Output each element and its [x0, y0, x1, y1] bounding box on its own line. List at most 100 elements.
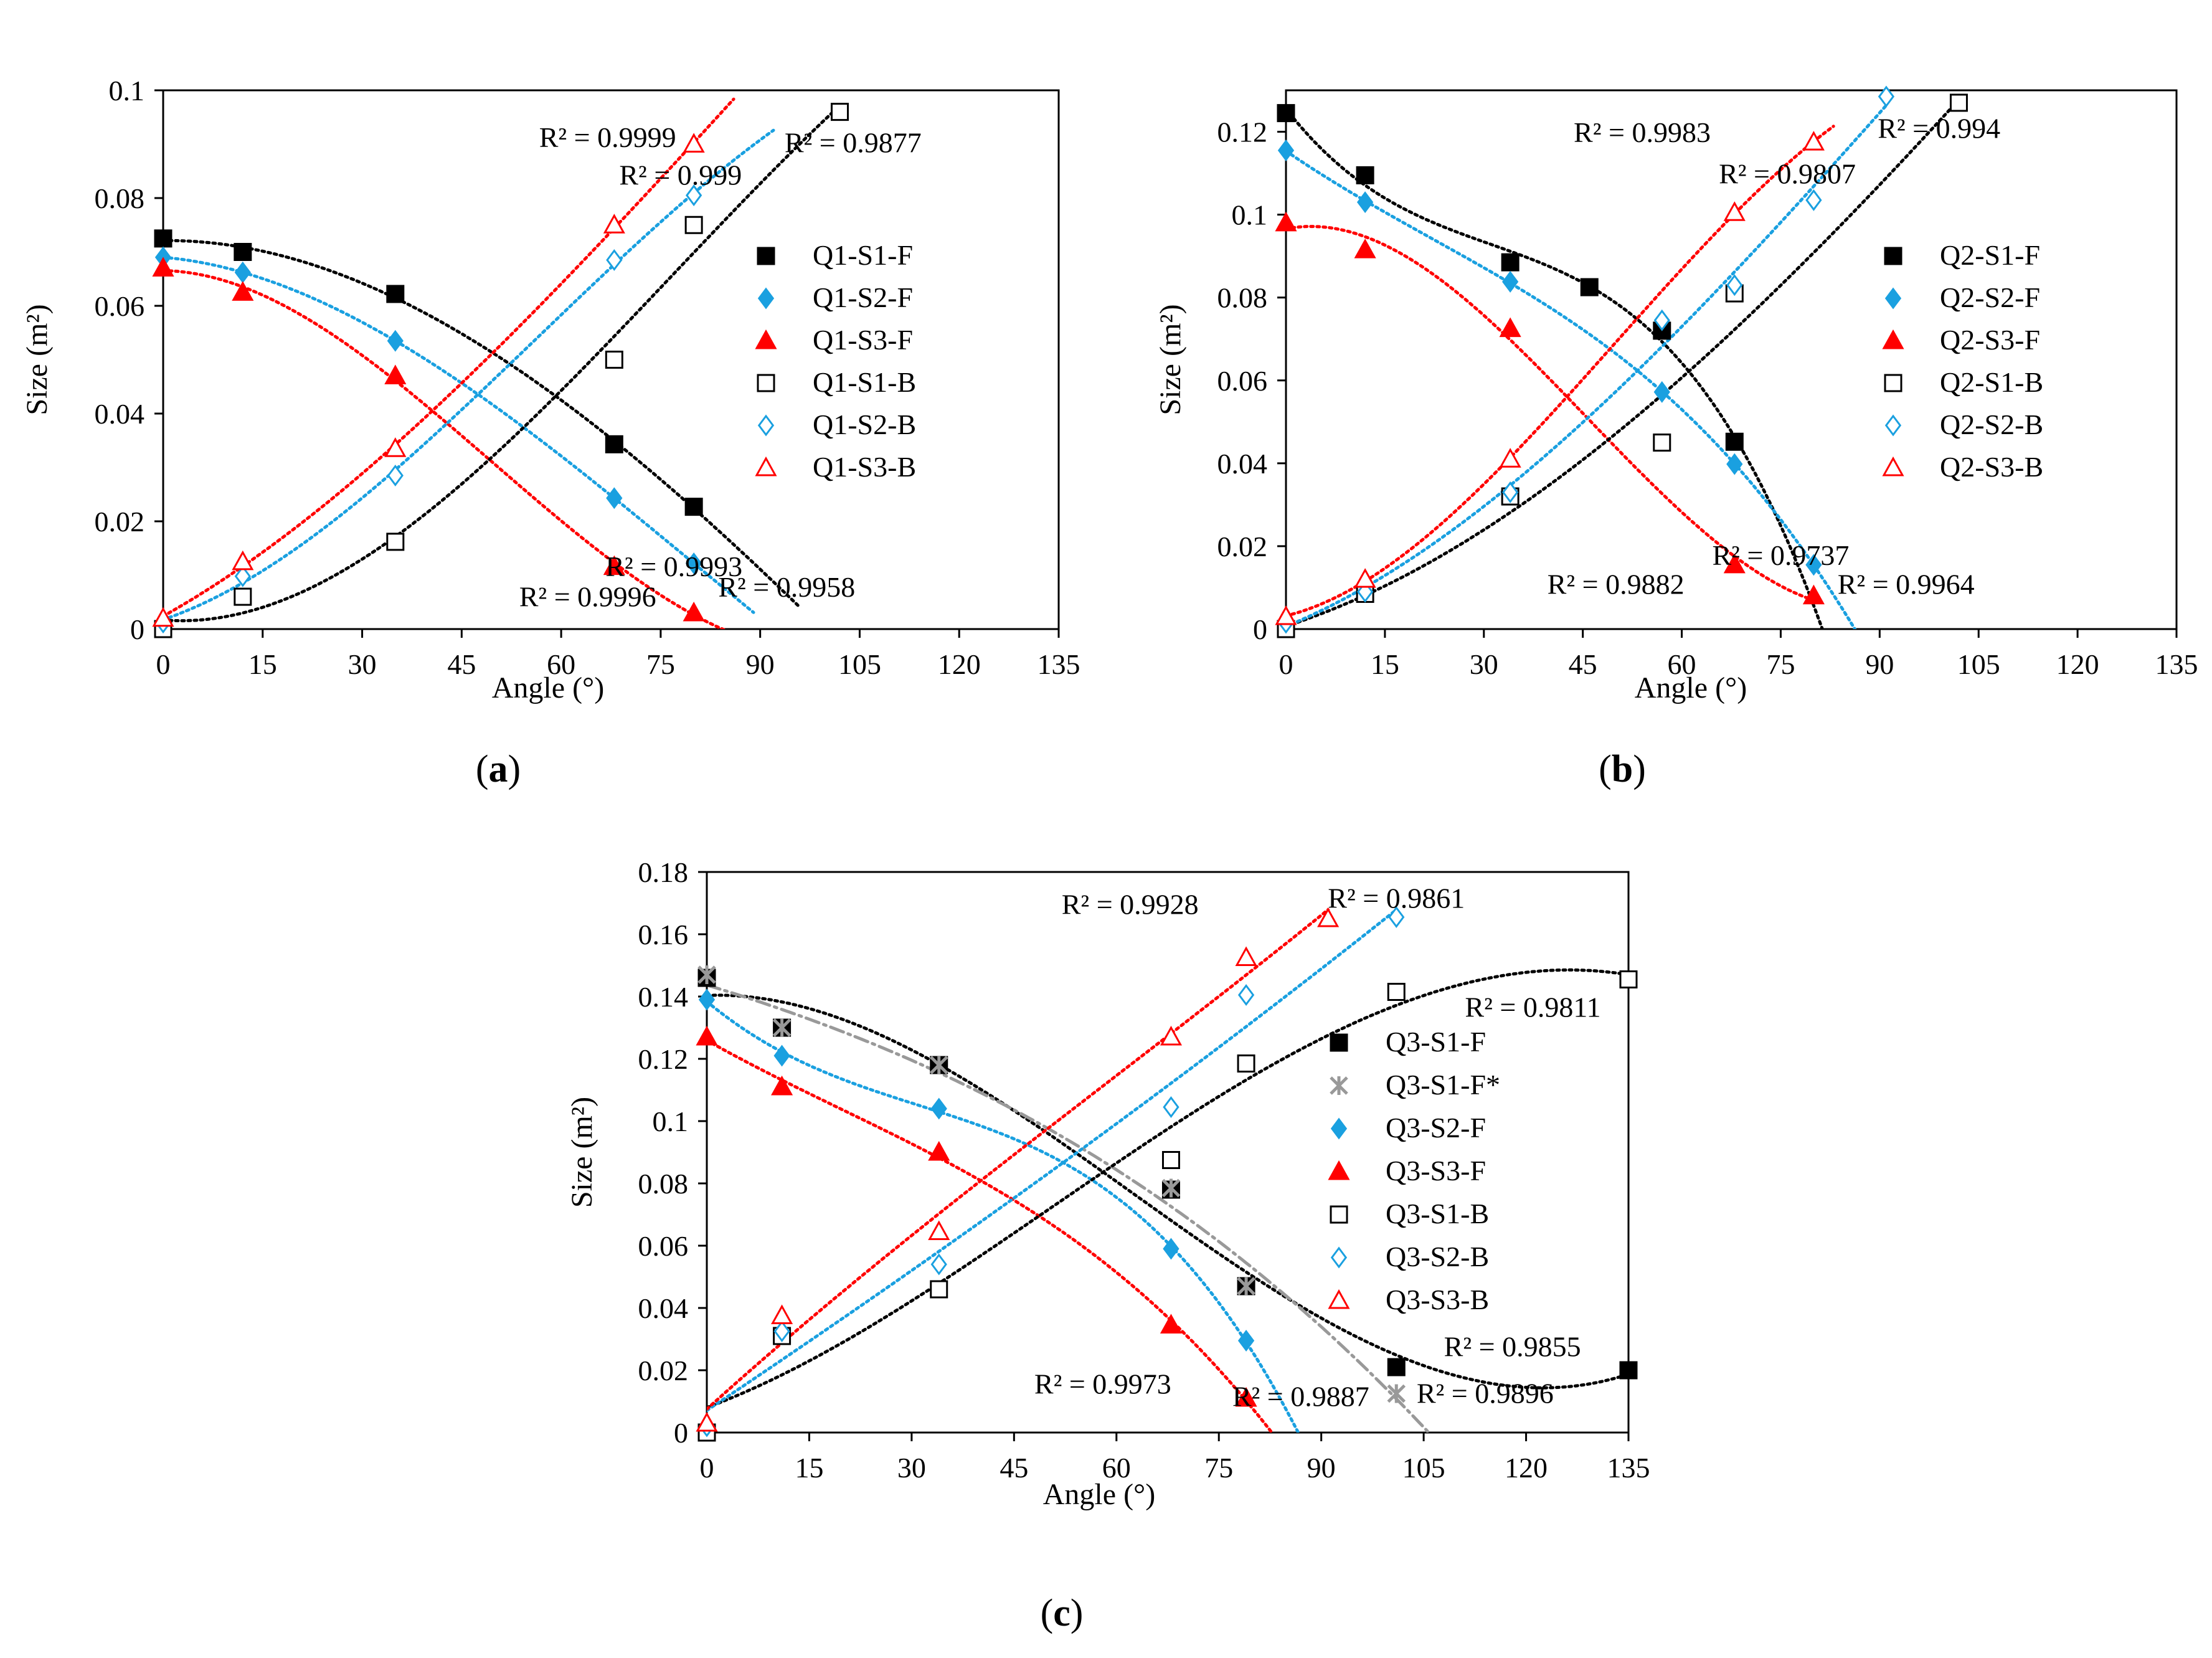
data-point-q2-s2-b — [1878, 85, 1895, 108]
data-point-q2-s2-f — [1726, 453, 1743, 475]
data-point-q2-s3-b — [1275, 605, 1297, 625]
data-point-q2-s3-f — [1723, 553, 1746, 574]
data-point-q2-s1-b — [1949, 93, 1968, 112]
data-point-q3-s2-b — [1163, 1096, 1179, 1118]
data-point-q3-s1-f — [1387, 1358, 1406, 1376]
r-squared-label: R² = 0.9999 — [539, 121, 676, 153]
data-point-q2-s1-b — [1653, 433, 1671, 452]
data-point-q1-s3-f — [603, 555, 625, 576]
legend-marker — [1884, 287, 1902, 310]
r-squared-label: R² = 0.994 — [1878, 113, 2000, 144]
data-point-q1-s2-b — [686, 184, 702, 207]
data-point-q3-s1-fstar — [772, 1018, 792, 1037]
panel-b: 0 15 30 45 60 75 90 105 120 135 0 0.02 0.04 0.06 0.08 0… — [1154, 85, 2198, 790]
legend-entry: Q2-S3-B — [1940, 451, 2043, 483]
r-squared-label: R² = 0.9811 — [1465, 992, 1600, 1023]
legend-entry: Q3-S2-F — [1386, 1112, 1486, 1144]
x-tick-label: 90 — [746, 648, 775, 680]
data-point-q2-s3-b — [1802, 131, 1825, 151]
panel-c: 0 15 30 45 60 75 90 105 120 135 0 0.02 0.04 0.06 0.08 0… — [565, 856, 1650, 1634]
data-point-q3-s1-fstar — [1237, 1277, 1255, 1296]
x-tick-label: 90 — [1307, 1452, 1336, 1484]
y-tick-label: 0.08 — [638, 1168, 689, 1200]
x-tick-label: 60 — [1668, 648, 1696, 680]
x-tick-label: 60 — [1102, 1452, 1131, 1484]
legend-entry: Q1-S3-F — [813, 324, 913, 356]
y-tick-label: 0.08 — [1217, 282, 1268, 314]
trendline-q3-s1-fstar — [707, 983, 1431, 1433]
y-tick-label: 0.02 — [95, 506, 145, 538]
x-tick-label: 120 — [938, 648, 981, 680]
panel-label: (b) — [1599, 748, 1646, 790]
x-tick-label: 60 — [547, 648, 575, 680]
trendline-q2-s1-f — [1286, 107, 1824, 629]
data-point-q1-s3-f — [232, 281, 254, 301]
data-point-q1-s3-b — [603, 214, 625, 234]
legend-marker — [1328, 1289, 1350, 1309]
data-point-q2-s1-f — [1580, 278, 1599, 296]
data-point-q3-s3-f — [696, 1025, 718, 1046]
data-point-q2-s3-f — [1275, 211, 1297, 232]
data-point-q2-s3-b — [1499, 448, 1521, 468]
y-tick-label: 0.06 — [1217, 365, 1268, 397]
x-tick-label: 135 — [1037, 648, 1080, 680]
data-point-q1-s2-f — [387, 329, 404, 352]
y-tick-label: 0.1 — [109, 75, 145, 107]
trendline-q2-s3-f — [1286, 225, 1822, 604]
data-point-q2-s2-f — [1277, 139, 1295, 161]
r-squared-label: R² = 0.999 — [619, 159, 742, 191]
y-tick-label: 0.12 — [1217, 116, 1268, 148]
legend-marker — [1328, 1160, 1350, 1180]
x-tick-label: 120 — [2056, 648, 2099, 680]
x-tick-label: 120 — [1505, 1452, 1548, 1484]
trendline-q3-s1-f — [707, 993, 1628, 1390]
x-tick-label: 135 — [2155, 648, 2198, 680]
data-point-q3-s1-b — [1619, 970, 1638, 988]
legend-entry: Q2-S1-F — [1940, 239, 2040, 271]
legend-entry: Q2-S2-F — [1940, 282, 2040, 313]
x-tick-label: 0 — [700, 1452, 714, 1484]
legend-entry: Q2-S1-B — [1940, 366, 2043, 398]
x-tick-label: 30 — [1470, 648, 1498, 680]
data-point-q3-s2-f — [930, 1097, 947, 1120]
data-point-q2-s2-f — [1502, 270, 1519, 293]
data-point-q3-s2-f — [1163, 1238, 1179, 1260]
data-point-q1-s2-b — [387, 464, 404, 486]
x-tick-label: 30 — [897, 1452, 926, 1484]
data-point-q1-s2-f — [234, 261, 251, 283]
y-tick-label: 0.06 — [95, 290, 145, 322]
data-point-q2-s1-f — [1501, 253, 1520, 272]
y-axis-title: Size (m²) — [1154, 304, 1187, 415]
legend-marker — [1330, 1205, 1348, 1224]
y-tick-label: 0.08 — [95, 182, 145, 214]
data-point-q1-s1-f — [154, 229, 173, 248]
x-tick-label: 75 — [1204, 1452, 1233, 1484]
data-point-q3-s3-b — [696, 1411, 718, 1432]
legend-marker — [1882, 456, 1904, 476]
data-point-q3-s2-f — [698, 988, 716, 1011]
data-point-q3-s1-b — [930, 1280, 948, 1299]
x-tick-label: 45 — [447, 648, 476, 680]
y-tick-label: 0 — [1253, 613, 1267, 645]
legend-marker — [1330, 1076, 1348, 1095]
trendline-q2-s2-f — [1286, 149, 1857, 629]
data-point-q3-s3-f — [1235, 1386, 1257, 1407]
data-point-q2-s2-b — [1502, 481, 1519, 503]
data-point-q1-s3-b — [232, 550, 254, 571]
trendline-q3-s1-b — [707, 968, 1628, 1409]
panel-label: (c) — [1041, 1592, 1084, 1634]
x-axis-title: Angle (°) — [1043, 1478, 1155, 1511]
r-squared-label: R² = 0.9861 — [1328, 883, 1465, 914]
y-tick-label: 0.12 — [638, 1043, 689, 1075]
data-point-q1-s2-b — [606, 249, 623, 271]
r-squared-label: R² = 0.9928 — [1062, 889, 1199, 921]
trendline-q1-s2-b — [163, 128, 775, 622]
data-point-q2-s1-f — [1725, 432, 1744, 451]
data-point-q2-s3-f — [1802, 584, 1825, 605]
data-point-q1-s2-b — [234, 565, 251, 587]
trendline-q3-s2-b — [707, 908, 1398, 1412]
data-point-q2-s1-f — [1356, 166, 1374, 184]
x-tick-label: 15 — [1371, 648, 1399, 680]
data-point-q3-s3-b — [1160, 1025, 1183, 1046]
